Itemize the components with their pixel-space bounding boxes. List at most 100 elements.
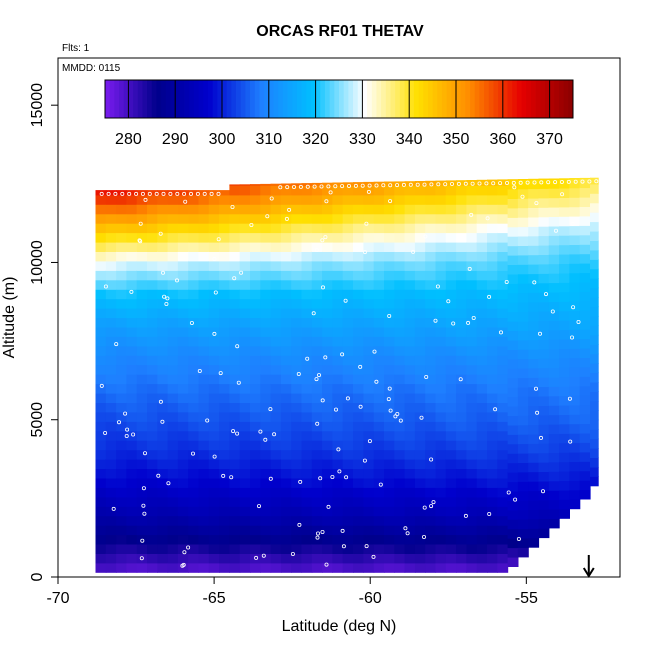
heatmap-cell bbox=[466, 336, 478, 347]
heatmap-cell bbox=[177, 242, 189, 252]
heatmap-cell bbox=[342, 515, 354, 526]
heatmap-cell bbox=[198, 260, 210, 271]
heatmap-cell bbox=[579, 291, 591, 302]
heatmap-cell bbox=[198, 326, 210, 337]
observation-point bbox=[197, 368, 202, 373]
heatmap-cell bbox=[198, 553, 210, 564]
heatmap-cell bbox=[487, 326, 498, 337]
colorbar-swatch bbox=[456, 80, 462, 118]
heatmap-cell bbox=[404, 487, 416, 498]
plot-frame bbox=[57, 57, 621, 578]
heatmap-cell bbox=[507, 472, 519, 483]
heatmap-cell bbox=[414, 251, 426, 262]
heatmap-cell bbox=[198, 242, 210, 252]
heatmap-cell bbox=[363, 402, 375, 413]
heatmap-cell bbox=[342, 402, 354, 413]
heatmap-cell bbox=[384, 421, 395, 432]
heatmap-cell bbox=[270, 185, 282, 196]
heatmap-cell bbox=[363, 345, 375, 356]
heatmap-cell bbox=[332, 393, 344, 403]
heatmap-cell bbox=[373, 411, 385, 422]
heatmap-cell bbox=[559, 339, 570, 349]
heatmap-cell bbox=[528, 245, 540, 256]
heatmap-cell bbox=[332, 355, 344, 366]
heatmap-cell bbox=[219, 515, 230, 526]
heatmap-cell bbox=[373, 213, 385, 224]
heatmap-cell bbox=[445, 232, 457, 243]
observation-point bbox=[568, 439, 573, 444]
heatmap-cell bbox=[105, 289, 117, 300]
heatmap-cell bbox=[311, 279, 323, 290]
heatmap-cell bbox=[188, 411, 200, 422]
heatmap-cell bbox=[167, 468, 179, 479]
colorbar-swatch bbox=[385, 80, 391, 118]
heatmap-cell bbox=[548, 433, 560, 444]
heatmap-cell bbox=[456, 232, 467, 243]
heatmap-cell bbox=[528, 349, 540, 359]
heatmap-cell bbox=[147, 336, 158, 347]
heatmap-cell bbox=[497, 411, 509, 422]
observation-point bbox=[235, 344, 240, 349]
observation-point bbox=[212, 331, 217, 336]
heatmap-cell bbox=[353, 477, 364, 488]
heatmap-cell bbox=[177, 477, 189, 488]
heatmap-cell bbox=[517, 443, 529, 454]
heatmap-cell bbox=[177, 308, 189, 319]
heatmap-cell bbox=[147, 298, 158, 309]
heatmap-cell bbox=[188, 326, 200, 337]
heatmap-cell bbox=[332, 260, 344, 271]
heatmap-cell bbox=[404, 345, 416, 356]
heatmap-cell bbox=[559, 395, 570, 406]
heatmap-cell bbox=[188, 496, 200, 507]
heatmap-cell bbox=[342, 223, 354, 234]
heatmap-cell bbox=[219, 326, 230, 337]
heatmap-cell bbox=[435, 421, 447, 432]
heatmap-cell bbox=[311, 260, 323, 271]
colorbar-swatch bbox=[423, 80, 429, 118]
heatmap-cell bbox=[301, 279, 313, 290]
heatmap-cell bbox=[363, 326, 375, 337]
heatmap-cell bbox=[116, 317, 127, 328]
heatmap-cell bbox=[239, 326, 251, 337]
colorbar-swatch bbox=[498, 80, 504, 118]
heatmap-cell bbox=[404, 251, 416, 262]
heatmap-cell bbox=[528, 188, 540, 199]
heatmap-cell bbox=[579, 480, 591, 491]
heatmap-cell bbox=[425, 289, 437, 300]
heatmap-cell bbox=[342, 506, 354, 517]
colorbar-swatch bbox=[399, 80, 405, 118]
observation-point bbox=[541, 489, 546, 494]
heatmap-cell bbox=[456, 477, 467, 488]
heatmap-cell bbox=[95, 440, 107, 451]
heatmap-cell bbox=[322, 374, 333, 385]
heatmap-cell bbox=[188, 449, 200, 460]
heatmap-cell bbox=[384, 449, 395, 460]
heatmap-cell bbox=[579, 470, 591, 481]
heatmap-cell bbox=[476, 308, 488, 319]
heatmap-cell bbox=[198, 298, 210, 309]
heatmap-cell bbox=[167, 544, 179, 554]
colorbar-swatch bbox=[441, 80, 448, 118]
heatmap-cell bbox=[414, 326, 426, 337]
observation-point bbox=[408, 182, 413, 187]
heatmap-cell bbox=[414, 506, 426, 517]
heatmap-cell bbox=[280, 183, 292, 186]
heatmap-cell bbox=[394, 477, 406, 488]
heatmap-cell bbox=[373, 194, 385, 205]
heatmap-cell bbox=[487, 204, 498, 215]
x-tick-label: -65 bbox=[203, 590, 226, 607]
heatmap-cell bbox=[579, 432, 591, 443]
heatmap-cell bbox=[291, 468, 303, 479]
heatmap-cell bbox=[322, 213, 333, 224]
heatmap-cell bbox=[136, 279, 148, 290]
heatmap-cell bbox=[342, 260, 354, 271]
heatmap-cell bbox=[456, 289, 467, 300]
heatmap-cell bbox=[136, 232, 148, 243]
heatmap-cell bbox=[414, 336, 426, 347]
heatmap-cell bbox=[301, 468, 313, 479]
heatmap-cell bbox=[157, 534, 169, 545]
heatmap-cell bbox=[404, 232, 416, 243]
heatmap-cell bbox=[373, 355, 385, 366]
heatmap-cell bbox=[517, 273, 529, 284]
heatmap-cell bbox=[538, 282, 550, 293]
